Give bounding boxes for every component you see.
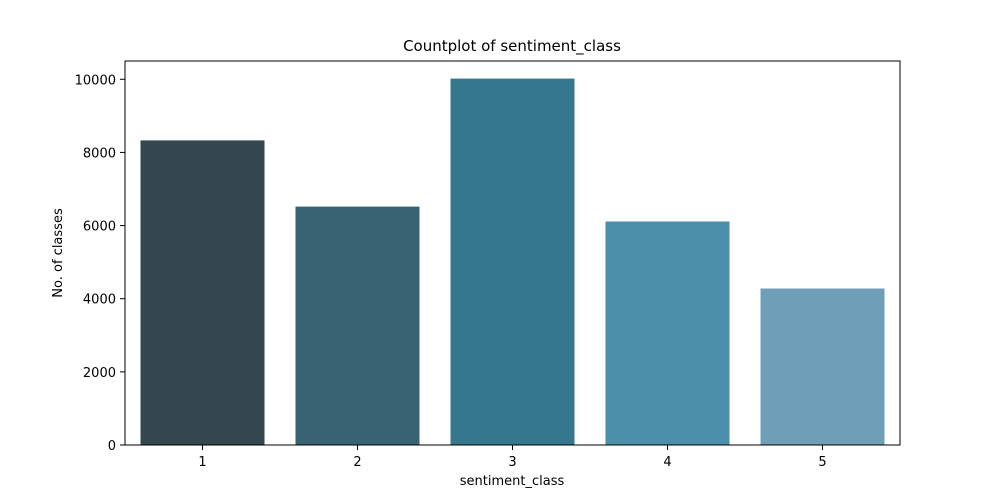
x-axis-label: sentiment_class: [460, 474, 565, 489]
bars-group: [140, 78, 885, 445]
y-tick-label: 0: [108, 439, 116, 454]
x-axis-ticks: 1 2 3 4 5: [198, 445, 827, 470]
y-tick-label: 10000: [75, 73, 116, 88]
x-tick-label: 4: [663, 455, 671, 470]
bar-2: [295, 206, 420, 445]
x-tick-label: 2: [353, 455, 361, 470]
bar-5: [760, 288, 885, 445]
chart-title: Countplot of sentiment_class: [403, 37, 621, 56]
y-axis-label: No. of classes: [51, 208, 66, 298]
x-tick-label: 5: [818, 455, 826, 470]
y-tick-label: 8000: [83, 146, 116, 161]
bar-4: [605, 221, 730, 445]
y-axis-ticks: 0 2000 4000 6000 8000 10000: [75, 73, 125, 454]
bar-1: [140, 140, 265, 445]
x-tick-label: 3: [508, 455, 516, 470]
x-tick-label: 1: [198, 455, 206, 470]
y-tick-label: 2000: [83, 366, 116, 381]
y-tick-label: 4000: [83, 293, 116, 308]
y-tick-label: 6000: [83, 220, 116, 235]
bar-3: [450, 78, 575, 445]
